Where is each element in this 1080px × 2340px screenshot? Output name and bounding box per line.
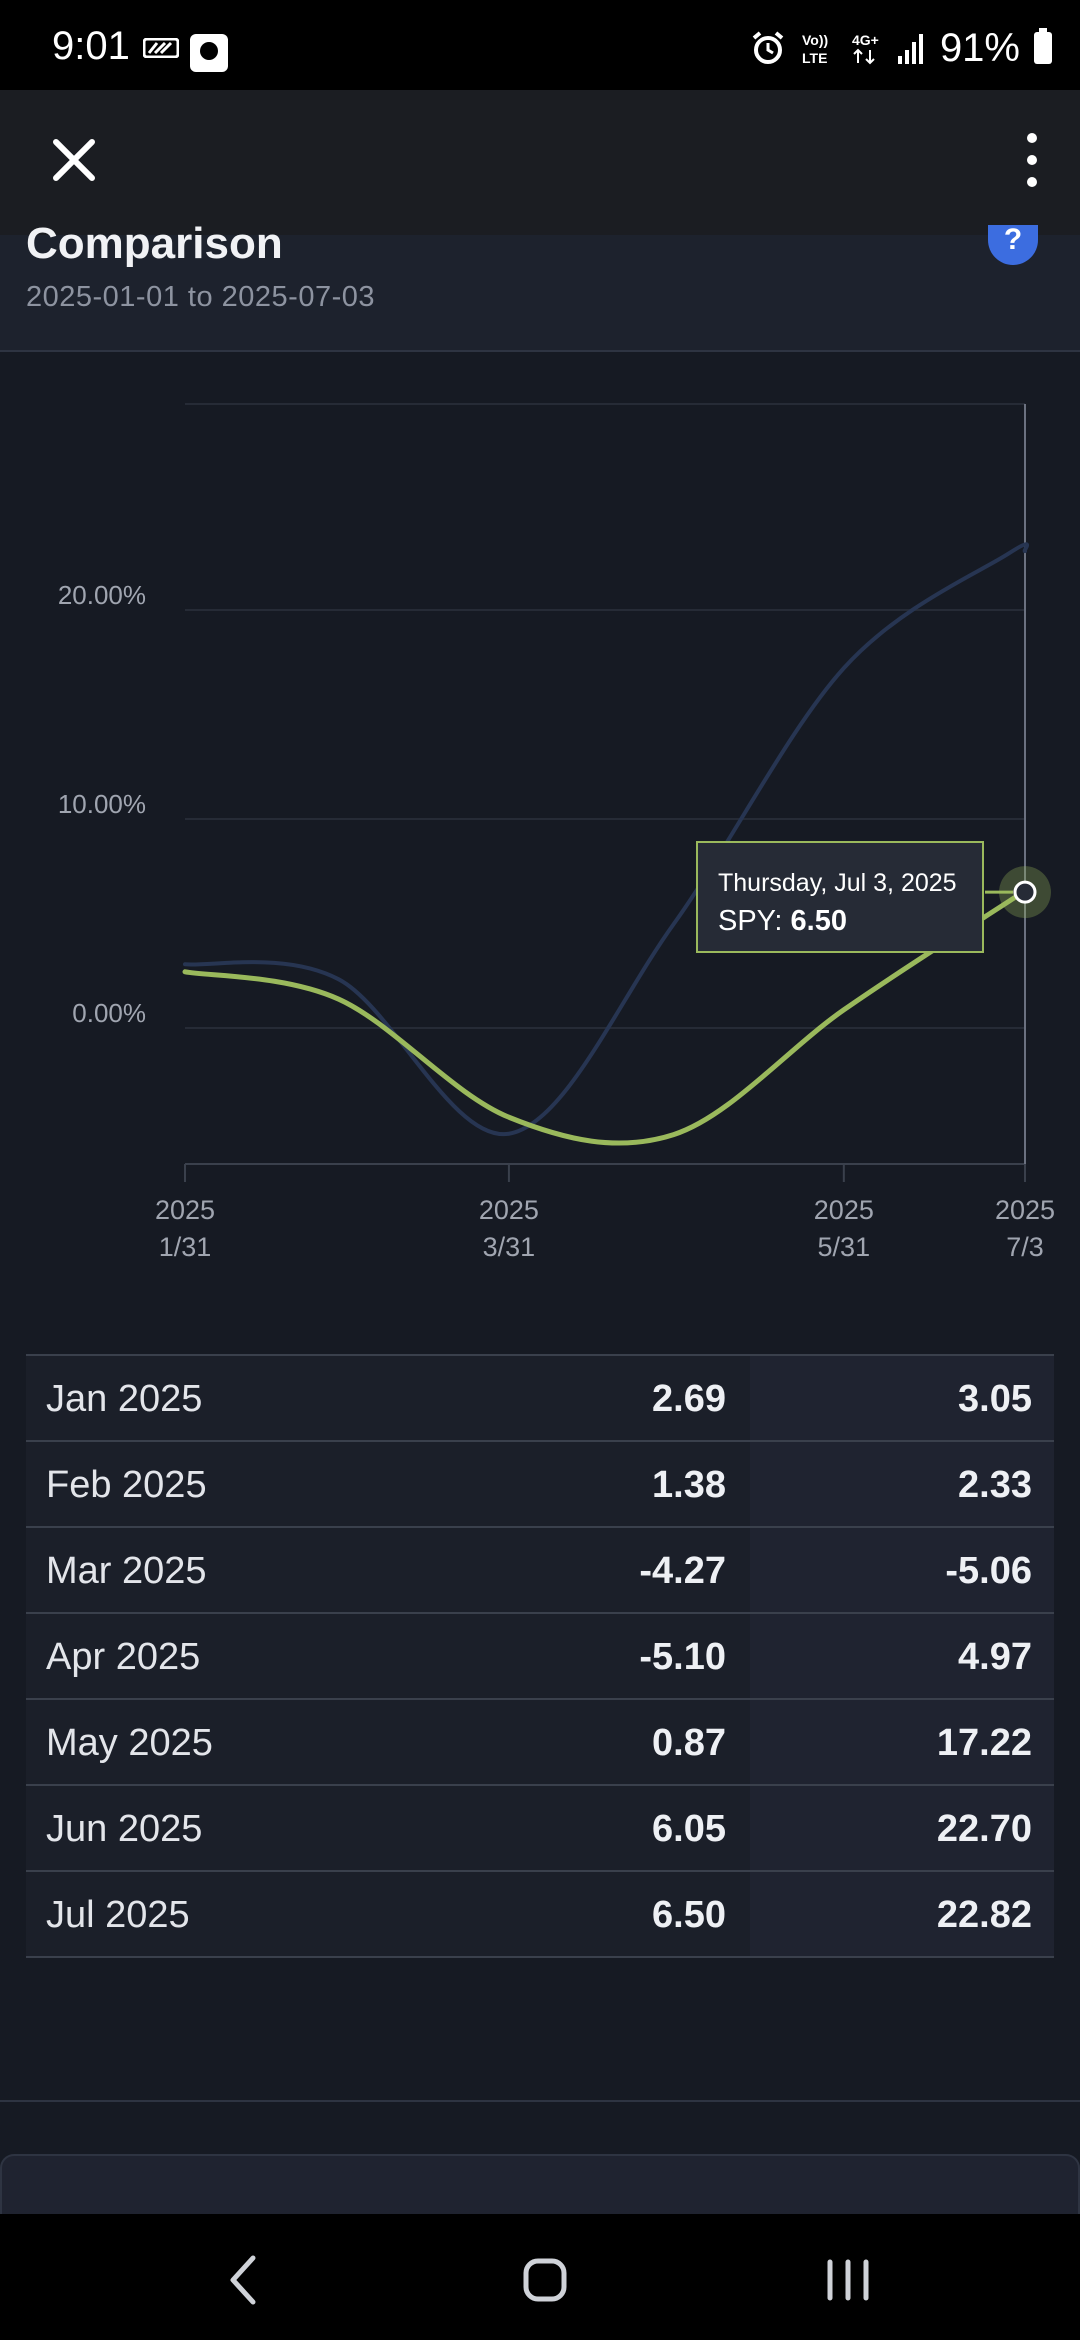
date-range: 2025-01-01 to 2025-07-03 (26, 281, 375, 313)
x-tick-label: 3/31 (483, 1232, 536, 1262)
4g-icon: 4G+ (852, 32, 879, 65)
table-row: Mar 2025 -4.27 -5.06 (26, 1528, 1054, 1614)
back-icon[interactable] (215, 2250, 275, 2310)
x-tick-label: 2025 (995, 1195, 1055, 1225)
row-month: May 2025 (46, 1722, 213, 1764)
row-secondary-cell (750, 1700, 1054, 1784)
svg-text:Vo)): Vo)) (802, 32, 828, 48)
table-row: Jul 2025 6.50 22.82 (26, 1872, 1054, 1958)
comparison-chart: 20.00% 10.00% 0.00% 2025 1/31 2025 3/31 2025 5/3… (0, 352, 1080, 1272)
x-tick-label: 2025 (155, 1195, 215, 1225)
notification-icon (190, 34, 228, 72)
row-month: Jun 2025 (46, 1808, 203, 1850)
svg-text:4G+: 4G+ (852, 32, 879, 48)
tooltip-value: 6.50 (790, 905, 847, 937)
row-value-a: -5.10 (639, 1636, 726, 1678)
table-row: Jun 2025 6.05 22.70 (26, 1786, 1054, 1872)
row-primary-cell (26, 1700, 750, 1784)
section-divider (0, 2100, 1080, 2102)
help-icon[interactable]: ? (988, 225, 1038, 265)
row-secondary-cell (750, 1786, 1054, 1870)
battery-icon (1034, 28, 1052, 64)
status-bar: 9:01 Vo)) LTE 4G+ 91% (0, 0, 1080, 90)
close-icon[interactable] (44, 130, 104, 190)
x-tick-label: 2025 (479, 1195, 539, 1225)
row-primary-cell (26, 1614, 750, 1698)
row-primary-cell (26, 1872, 750, 1956)
row-value-a: 6.05 (652, 1808, 726, 1850)
row-primary-cell (26, 1528, 750, 1612)
y-tick-label: 20.00% (58, 580, 146, 610)
signal-icon (897, 34, 923, 64)
tooltip-value-line: SPY: 6.50 (718, 905, 847, 938)
row-primary-cell (26, 1356, 750, 1440)
row-value-b: 22.82 (936, 1894, 1032, 1936)
row-value-b: 2.33 (958, 1464, 1032, 1506)
row-value-a: -4.27 (639, 1550, 726, 1592)
row-secondary-cell (750, 1872, 1054, 1956)
y-tick-label: 10.00% (58, 789, 146, 819)
more-vert-icon[interactable] (1000, 130, 1060, 190)
status-time: 9:01 (52, 24, 130, 68)
row-value-a: 0.87 (652, 1722, 726, 1764)
row-value-b: 4.97 (958, 1636, 1032, 1678)
row-secondary-cell (750, 1442, 1054, 1526)
row-primary-cell (26, 1786, 750, 1870)
row-value-b: -5.06 (945, 1550, 1032, 1592)
page-title: Comparison (26, 219, 283, 268)
row-month: Jul 2025 (46, 1894, 190, 1936)
navigation-bar (0, 2214, 1080, 2340)
next-card (0, 2154, 1080, 2214)
row-value-b: 3.05 (958, 1378, 1032, 1420)
row-secondary-cell (750, 1528, 1054, 1612)
highlight-point (1013, 880, 1037, 904)
row-month: Feb 2025 (46, 1464, 207, 1506)
row-secondary-cell (750, 1356, 1054, 1440)
cast-icon (143, 38, 179, 58)
svg-text:LTE: LTE (802, 50, 827, 66)
app-bar (0, 90, 1080, 235)
x-tick-label: 2025 (814, 1195, 874, 1225)
table-row: May 2025 0.87 17.22 (26, 1700, 1054, 1786)
row-month: Apr 2025 (46, 1636, 201, 1678)
row-secondary-cell (750, 1614, 1054, 1698)
row-value-b: 22.70 (936, 1808, 1032, 1850)
row-value-a: 2.69 (652, 1378, 726, 1420)
table-row: Feb 2025 1.38 2.33 (26, 1442, 1054, 1528)
x-tick-label: 5/31 (818, 1232, 871, 1262)
table-row: Jan 2025 2.69 3.05 (26, 1356, 1054, 1442)
home-icon[interactable] (515, 2250, 575, 2310)
volte-icon: Vo)) LTE (802, 32, 828, 66)
comparison-header: Comparison 2025-01-01 to 2025-07-03 ? (0, 219, 1080, 352)
returns-table: Jan 2025 2.69 3.05 Feb 2025 1.38 2.33 Mar 2025… (26, 1354, 1054, 1958)
series-line-comparison (183, 542, 1030, 1136)
chart-tooltip: Thursday, Jul 3, 2025 SPY: 6.50 (696, 841, 984, 953)
row-value-a: 6.50 (652, 1894, 726, 1936)
tooltip-series-label: SPY: (718, 905, 791, 937)
row-value-b: 17.22 (936, 1722, 1032, 1764)
status-right-group: Vo)) LTE 4G+ 91% (750, 28, 1052, 68)
alarm-icon (752, 31, 784, 64)
row-primary-cell (26, 1442, 750, 1526)
x-tick-label: 7/3 (1006, 1232, 1044, 1262)
tooltip-date: Thursday, Jul 3, 2025 (718, 869, 957, 897)
row-month: Jan 2025 (46, 1378, 203, 1420)
y-tick-label: 0.00% (72, 998, 146, 1028)
table-row: Apr 2025 -5.10 4.97 (26, 1614, 1054, 1700)
row-month: Mar 2025 (46, 1550, 207, 1592)
row-value-a: 1.38 (652, 1464, 726, 1506)
x-tick-label: 1/31 (159, 1232, 212, 1262)
battery-percent: 91% (939, 26, 1020, 70)
recents-icon[interactable] (818, 2250, 878, 2310)
chart-svg: 20.00% 10.00% 0.00% 2025 1/31 2025 3/31 2025 5/3… (58, 403, 1055, 1262)
